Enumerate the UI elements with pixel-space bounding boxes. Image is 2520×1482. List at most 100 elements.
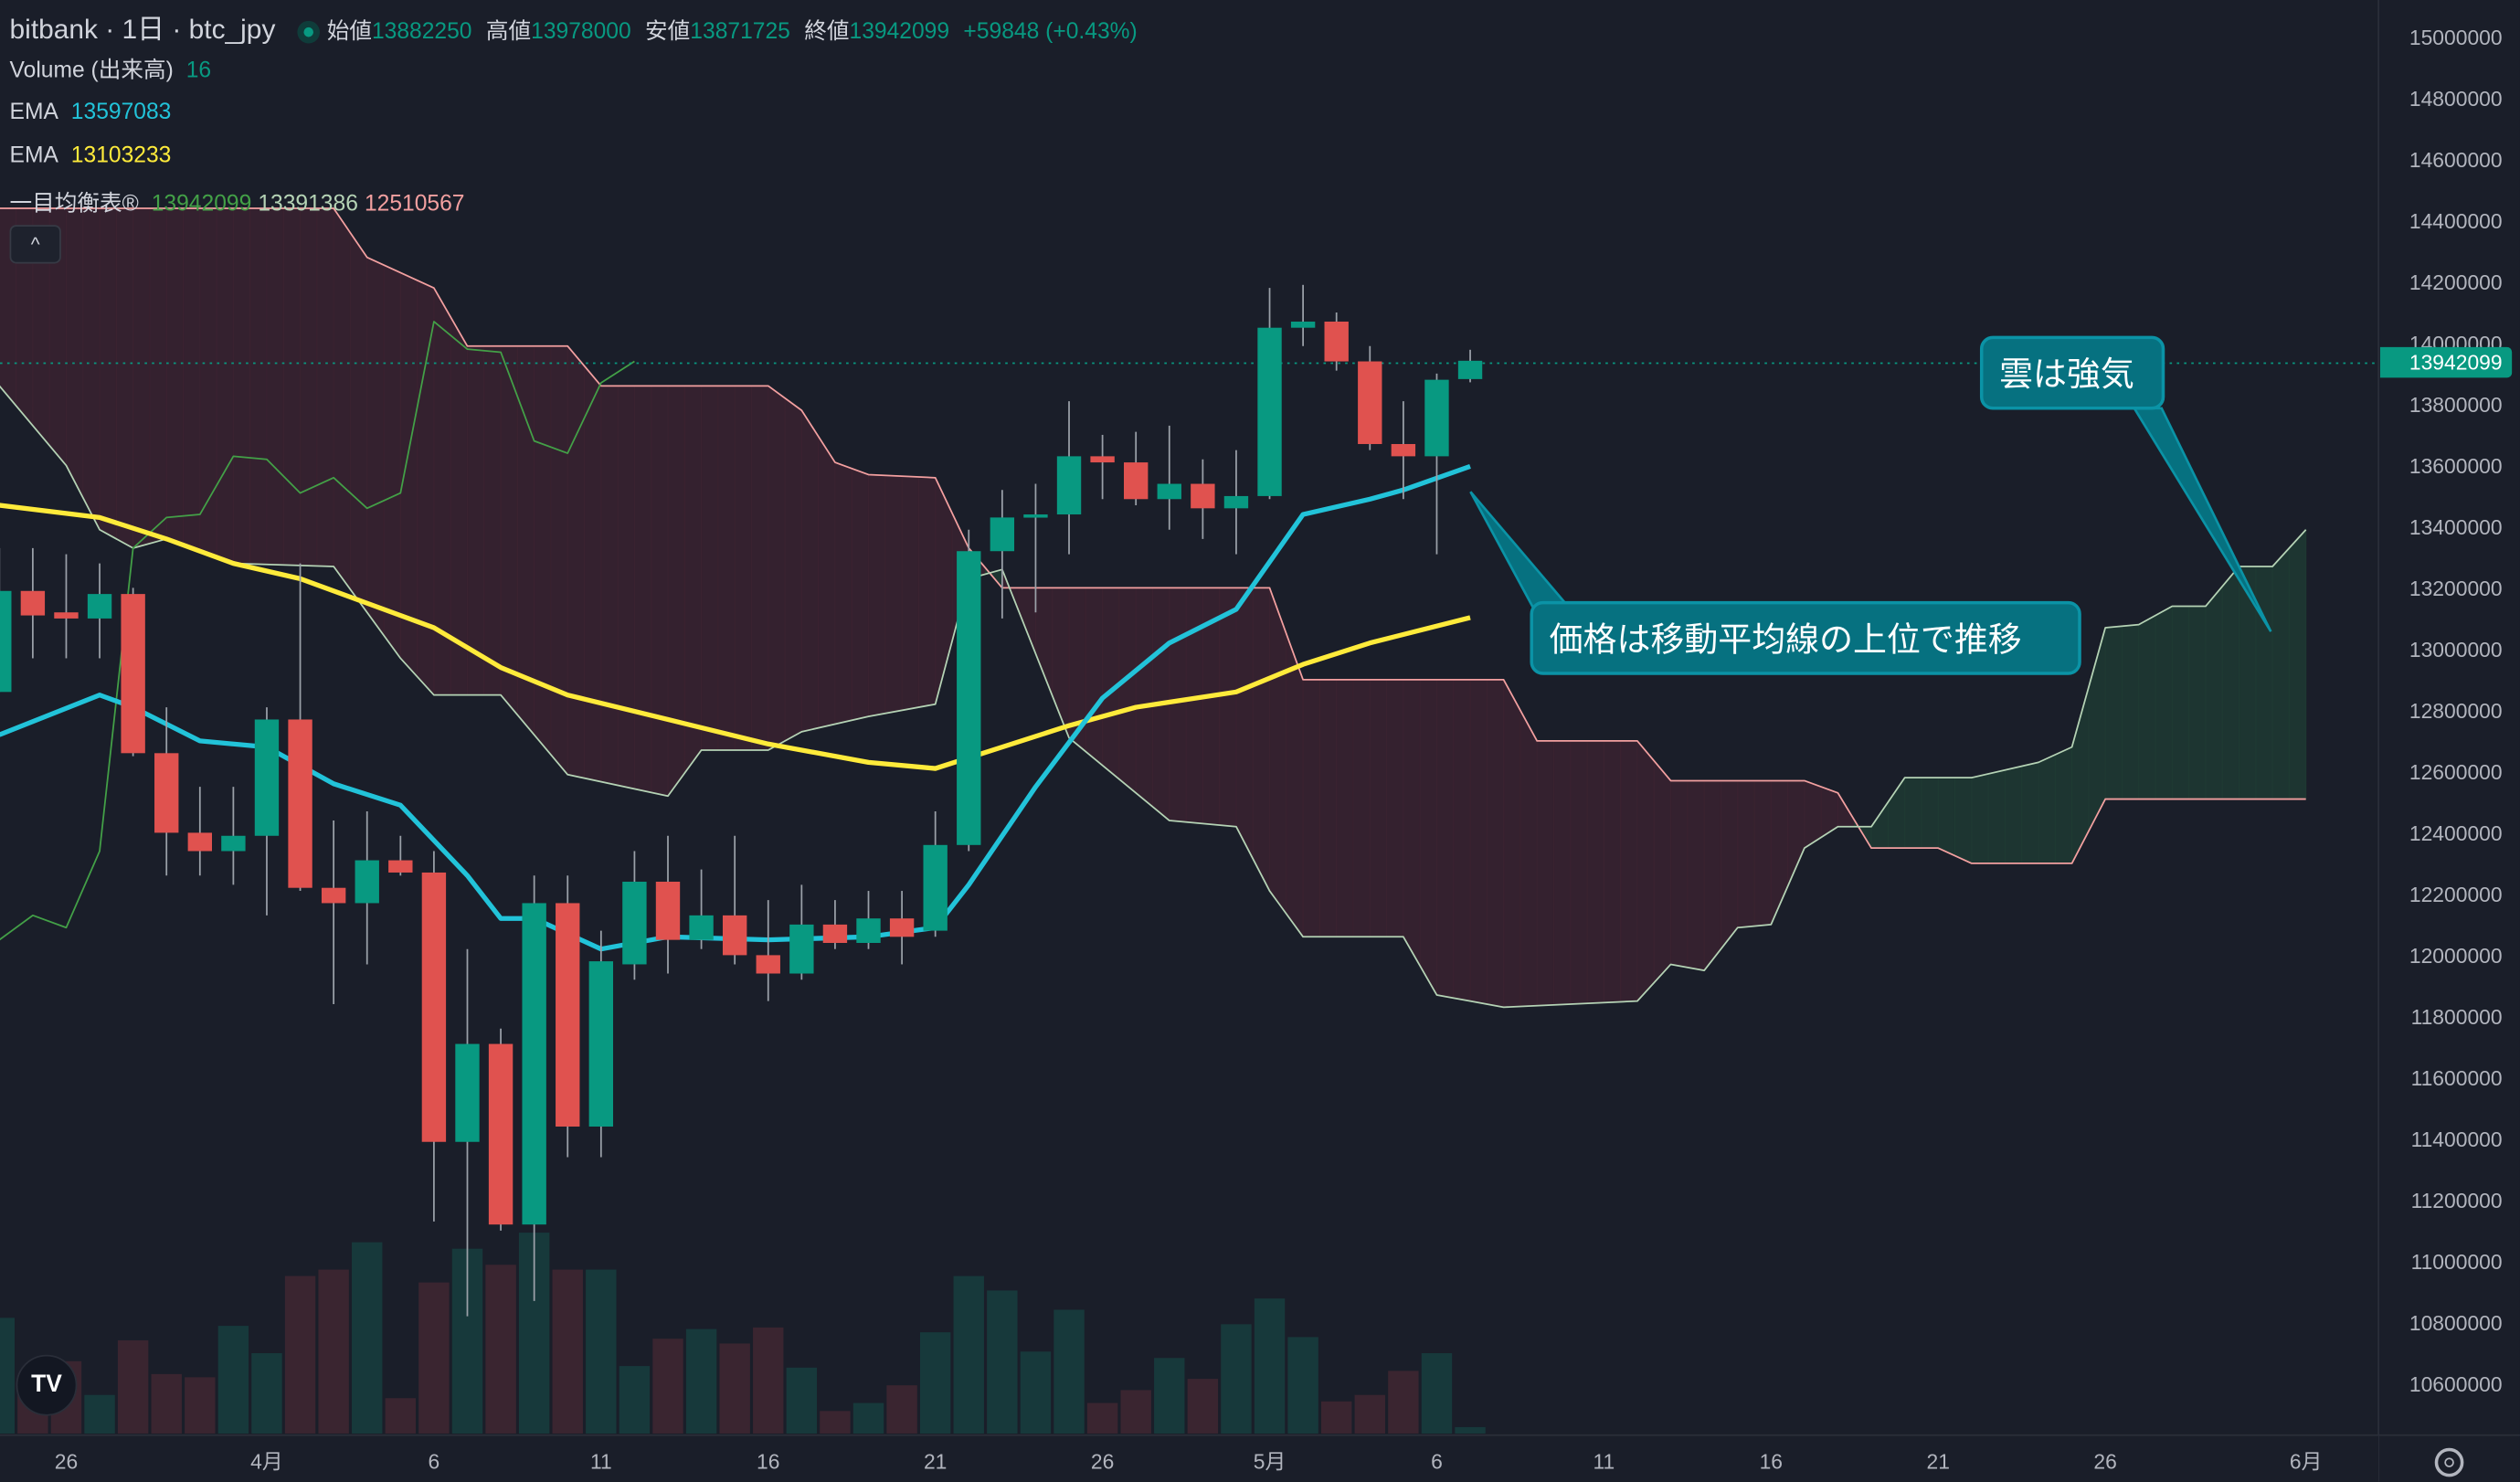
candle — [421, 851, 447, 1222]
date-tick-label: 26 — [55, 1450, 78, 1474]
candle-body — [588, 961, 614, 1127]
time-axis[interactable] — [0, 1434, 2379, 1482]
cloud-segment — [1503, 679, 1521, 1008]
candle — [1223, 450, 1249, 555]
low-label: 安値 — [645, 17, 691, 44]
cloud-segment — [282, 207, 302, 566]
volume-bar — [318, 1269, 349, 1434]
cloud-segment — [115, 207, 134, 549]
ichimoku-span-a-line — [0, 385, 2307, 1009]
volume-bar — [552, 1269, 583, 1434]
candle — [1290, 284, 1316, 346]
cloud-segment — [1536, 740, 1555, 1007]
symbol-title[interactable]: bitbank · 1日 · btc_jpy — [9, 14, 276, 46]
cloud-segment — [1720, 779, 1739, 951]
cloud-segment — [2221, 565, 2240, 800]
price-tick-label: 12200000 — [2409, 883, 2503, 906]
ema-slow-legend[interactable]: EMA 13103233 — [10, 142, 178, 167]
change-value: +59848 (+0.43%) — [963, 17, 1138, 44]
cloud-segment — [1937, 777, 1956, 857]
candle — [856, 891, 881, 949]
candle — [1123, 431, 1149, 505]
cloud-segment — [1469, 679, 1488, 1005]
price-tick-label: 14600000 — [2409, 148, 2503, 172]
cloud-segment — [884, 474, 903, 715]
volume-bar — [1354, 1394, 1385, 1434]
candle-body — [789, 924, 814, 974]
candle — [1090, 434, 1115, 500]
price-tick-label: 12800000 — [2409, 699, 2503, 723]
candle-body — [1223, 495, 1249, 509]
annotation-price-above-ma[interactable]: 価格は移動平均線の上位で推移 — [1530, 600, 2081, 675]
annotation-text: 価格は移動平均線の上位で推移 — [1549, 621, 2022, 660]
cloud-segment — [1219, 587, 1237, 828]
candle — [221, 787, 246, 885]
close-value: 13942099 — [849, 17, 950, 44]
cloud-segment — [216, 207, 234, 565]
collapse-legend-button[interactable]: ^ — [9, 225, 61, 264]
volume-bar — [652, 1339, 683, 1434]
candle-body — [0, 590, 12, 693]
volume-bar — [820, 1411, 851, 1434]
candle — [990, 490, 1015, 619]
cloud-segment — [2288, 528, 2307, 800]
time-axis-ticks: 26 4月 6 11 16 21 26 5月 6 11 16 21 26 6月 — [55, 1450, 2323, 1474]
cloud-segment — [701, 385, 719, 751]
cloud-segment — [1636, 739, 1655, 1003]
cloud-segment — [566, 344, 586, 779]
cloud-segment — [383, 264, 401, 661]
candle — [187, 787, 212, 876]
candle-body — [421, 872, 447, 1142]
cloud-segment — [199, 207, 217, 558]
price-tick-label: 11400000 — [2411, 1127, 2503, 1151]
date-tick-label: 26 — [2093, 1450, 2116, 1474]
price-tick-label: 13200000 — [2409, 577, 2503, 600]
tradingview-logo[interactable]: TV — [16, 1354, 78, 1416]
last-price-tag: 13942099 — [2379, 346, 2513, 378]
cloud-segment — [1235, 587, 1254, 860]
cloud-segment — [1787, 779, 1805, 887]
price-tick-label: 11200000 — [2411, 1189, 2503, 1212]
cloud-segment — [1419, 679, 1437, 997]
candle — [488, 1028, 514, 1231]
candle — [1056, 401, 1082, 555]
ichimoku-lagging-line — [0, 321, 635, 941]
ichimoku-legend[interactable]: 一目均衡表® 13942099 13391386 12510567 — [10, 186, 471, 218]
volume-bar — [0, 1318, 16, 1434]
symbol-legend[interactable]: bitbank · 1日 · btc_jpy 始値13882250 高値13978… — [10, 6, 1144, 47]
settings-icon[interactable] — [2434, 1447, 2464, 1477]
candle-body — [1358, 361, 1382, 444]
cloud-segment — [867, 473, 886, 717]
candle-body — [20, 590, 46, 616]
volume-bar — [1187, 1379, 1219, 1434]
volume-bar — [185, 1377, 216, 1434]
cloud-segment — [2138, 614, 2156, 800]
candle-body — [87, 594, 112, 619]
open-label: 始値 — [326, 17, 372, 44]
ichimoku-label: 一目均衡表® — [9, 189, 139, 216]
candle — [54, 554, 79, 659]
volume-bar — [1086, 1403, 1118, 1434]
ema-fast-legend[interactable]: EMA 13597083 — [10, 98, 178, 123]
annotation-cloud-bullish[interactable]: 雲は強気 — [1979, 335, 2165, 410]
candle — [588, 930, 614, 1158]
price-axis[interactable] — [2378, 0, 2520, 1482]
cloud-segment — [266, 207, 284, 566]
cloud-segment — [1486, 679, 1505, 1008]
volume-legend[interactable]: Volume (出来高) 16 — [10, 53, 218, 85]
candle-body — [822, 924, 848, 944]
cloud-segment — [1135, 587, 1154, 809]
cloud-segment — [249, 207, 268, 566]
candle — [20, 547, 46, 659]
candle — [355, 810, 379, 965]
cloud-segment — [1552, 740, 1572, 1006]
ichimoku-value-1: 13942099 — [151, 189, 252, 216]
cloud-segment — [1286, 633, 1304, 938]
cloud-segment — [1703, 779, 1721, 972]
ichimoku-value-2: 13391386 — [258, 189, 358, 216]
volume-bar — [987, 1290, 1018, 1434]
cloud-segment — [2038, 754, 2056, 864]
date-tick-label: 26 — [1091, 1450, 1114, 1474]
ichimoku-value-3: 12510567 — [364, 189, 465, 216]
